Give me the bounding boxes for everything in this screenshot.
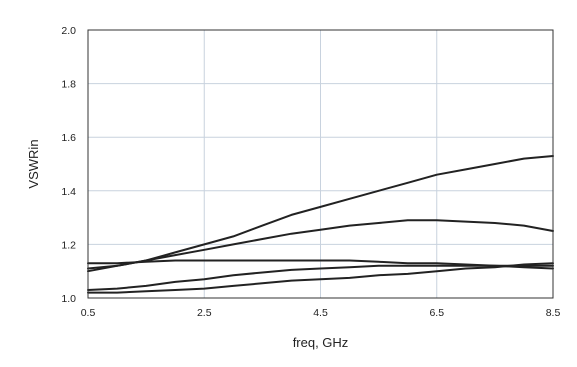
y-tick-label: 1.0 [61, 293, 76, 305]
y-tick-label: 1.6 [61, 132, 76, 144]
y-tick-label: 1.4 [61, 186, 76, 198]
y-axis-label: VSWRin [26, 139, 41, 188]
x-tick-label: 6.5 [429, 307, 444, 319]
y-tick-label: 1.2 [61, 239, 76, 251]
tick-labels: 0.5 2.5 4.5 6.5 8.5 1.0 1.2 1.4 1.6 1.8 2.0 [61, 25, 560, 319]
x-tick-label: 4.5 [313, 307, 328, 319]
y-tick-label: 1.8 [61, 79, 76, 91]
x-tick-label: 0.5 [81, 307, 96, 319]
series-line-2 [87, 219, 554, 270]
series-group [87, 155, 554, 294]
x-tick-label: 2.5 [197, 307, 212, 319]
series-line-1 [87, 155, 554, 273]
series-line-4 [87, 264, 554, 291]
plot-area-frame [87, 29, 554, 299]
y-tick-label: 2.0 [61, 25, 76, 37]
series-line-5 [87, 262, 554, 294]
x-tick-label: 8.5 [546, 307, 561, 319]
x-axis-label: freq, GHz [293, 335, 349, 350]
